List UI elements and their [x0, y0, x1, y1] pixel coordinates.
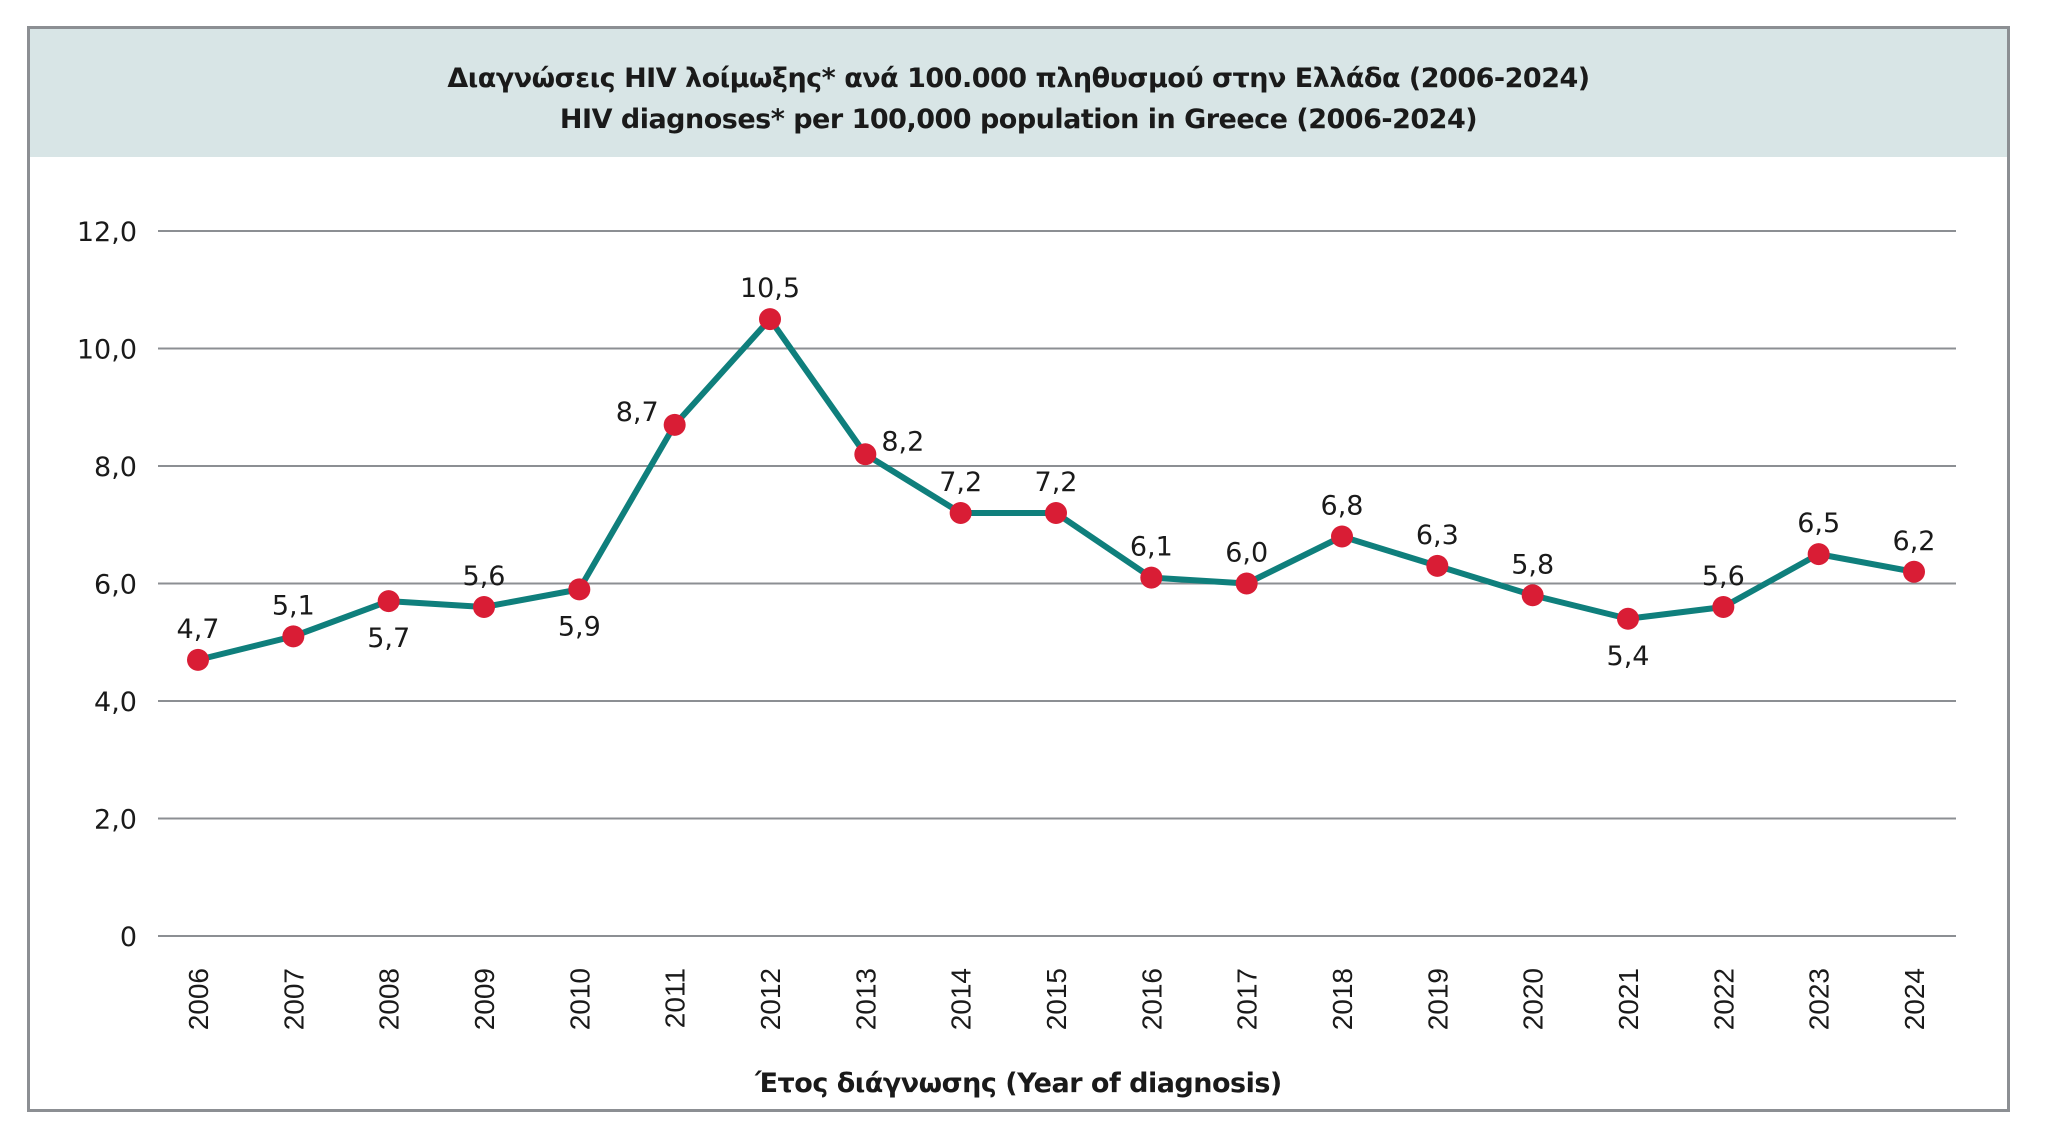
data-point-marker	[1521, 584, 1544, 607]
y-tick-label: 10,0	[77, 335, 137, 366]
y-tick-label: 4,0	[94, 687, 137, 718]
data-label: 6,5	[1797, 508, 1840, 539]
x-tick-label: 2012	[755, 968, 786, 1030]
x-tick-label: 2011	[660, 968, 691, 1028]
x-tick-label: 2013	[850, 968, 881, 1030]
x-axis-tick-labels: 2006 2007 2008 2009 2010 2011 2012 2013 2014 2015…	[183, 968, 1930, 1030]
series-markers	[187, 308, 1925, 671]
data-label: 6,8	[1321, 491, 1364, 522]
y-tick-label: 8,0	[94, 452, 137, 483]
data-label: 5,6	[463, 561, 506, 592]
chart-frame: Διαγνώσεις HIV λοίμωξης* ανά 100.000 πλη…	[27, 26, 2010, 1112]
x-tick-label: 2016	[1136, 968, 1167, 1030]
x-tick-label: 2007	[278, 968, 309, 1030]
chart-title-english: HIV diagnoses* per 100,000 population in…	[559, 104, 1478, 135]
x-axis-title: Έτος διάγνωσης (Year of diagnosis)	[755, 1068, 1282, 1099]
data-label: 4,7	[177, 614, 220, 645]
y-tick-label: 0	[120, 922, 137, 953]
data-point-marker	[1807, 543, 1830, 566]
data-point-marker	[473, 596, 495, 618]
data-label: 6,1	[1130, 532, 1173, 563]
x-tick-label: 2018	[1327, 968, 1358, 1030]
y-tick-label: 12,0	[77, 217, 137, 248]
data-point-marker	[1140, 566, 1163, 589]
data-label: 8,2	[881, 426, 924, 457]
x-tick-label: 2010	[564, 968, 595, 1030]
chart-title-greek: Διαγνώσεις HIV λοίμωξης* ανά 100.000 πλη…	[447, 63, 1590, 94]
data-point-marker	[1712, 596, 1735, 618]
data-label: 10,5	[740, 273, 800, 304]
data-point-marker	[759, 308, 781, 331]
x-tick-label: 2020	[1518, 968, 1549, 1030]
data-point-marker	[187, 648, 209, 671]
x-tick-label: 2009	[469, 968, 500, 1030]
data-label: 7,2	[1035, 467, 1078, 498]
x-tick-label: 2014	[946, 968, 977, 1030]
y-tick-label: 2,0	[94, 805, 137, 836]
data-label: 5,7	[367, 623, 410, 654]
data-label: 5,6	[1702, 561, 1745, 592]
x-tick-label: 2006	[183, 968, 214, 1030]
chart-header: Διαγνώσεις HIV λοίμωξης* ανά 100.000 πλη…	[30, 29, 2007, 157]
data-label: 6,3	[1416, 520, 1459, 551]
data-label: 8,7	[616, 397, 659, 428]
data-point-marker	[854, 443, 877, 466]
data-point-marker	[1045, 502, 1067, 524]
data-point-marker	[377, 590, 400, 613]
data-point-marker	[1331, 525, 1353, 548]
x-tick-label: 2022	[1708, 968, 1739, 1030]
data-point-marker	[568, 578, 591, 601]
x-tick-label: 2023	[1804, 968, 1835, 1030]
data-point-marker	[1903, 560, 1925, 583]
y-tick-label: 6,0	[94, 570, 137, 601]
x-tick-label: 2008	[374, 968, 405, 1030]
data-point-marker	[282, 625, 305, 648]
data-point-marker	[1426, 554, 1449, 577]
data-label: 6,0	[1225, 538, 1268, 569]
data-label: 5,9	[558, 611, 601, 642]
data-label: 5,4	[1607, 641, 1650, 672]
x-tick-label: 2015	[1041, 968, 1072, 1030]
data-point-marker	[1617, 607, 1639, 630]
data-label: 7,2	[939, 467, 982, 498]
data-labels: 4,7 5,1 5,7 5,6 5,9 8,7 10,5 8,2 7,2 7,2 6,1 6,0 6,8…	[177, 273, 1936, 672]
gridlines	[158, 230, 1956, 937]
x-tick-label: 2021	[1613, 968, 1644, 1030]
data-point-marker	[663, 413, 686, 436]
data-label: 6,2	[1893, 526, 1936, 557]
x-tick-label: 2024	[1899, 968, 1930, 1030]
y-axis-tick-labels: 0 2,0 4,0 6,0 8,0 10,0 12,0	[77, 217, 137, 953]
data-label: 5,8	[1511, 549, 1554, 580]
data-point-marker	[949, 502, 972, 524]
data-point-marker	[1235, 572, 1258, 595]
x-tick-label: 2019	[1422, 968, 1453, 1030]
data-label: 5,1	[272, 590, 315, 621]
x-tick-label: 2017	[1232, 968, 1263, 1030]
